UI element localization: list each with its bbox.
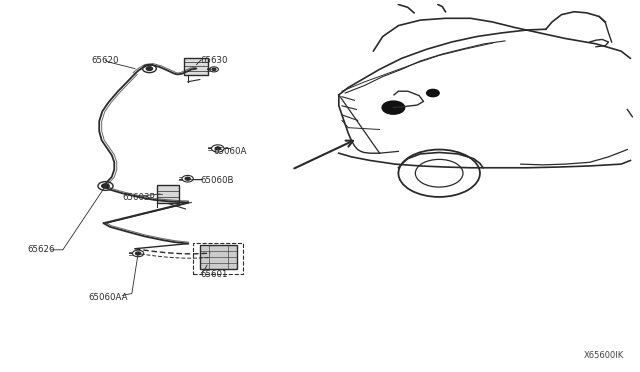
Circle shape [427,89,439,97]
Text: 65060AA: 65060AA [88,293,127,302]
Circle shape [215,147,220,150]
Circle shape [102,184,109,188]
Circle shape [136,252,141,255]
Text: 65620: 65620 [91,56,118,65]
Circle shape [185,177,190,180]
Circle shape [212,68,216,70]
Text: 65626: 65626 [27,245,54,254]
Circle shape [382,101,404,114]
Text: 65630: 65630 [201,56,228,65]
Text: 65601: 65601 [201,270,228,279]
Text: X65600IK: X65600IK [584,351,624,360]
Bar [184,58,208,75]
Bar [193,243,243,275]
Text: 65060B: 65060B [201,176,234,185]
Text: 65060A: 65060A [213,147,247,156]
Bar [157,185,179,203]
Circle shape [147,67,152,70]
Text: 65603P: 65603P [122,193,155,202]
Bar [200,245,237,269]
